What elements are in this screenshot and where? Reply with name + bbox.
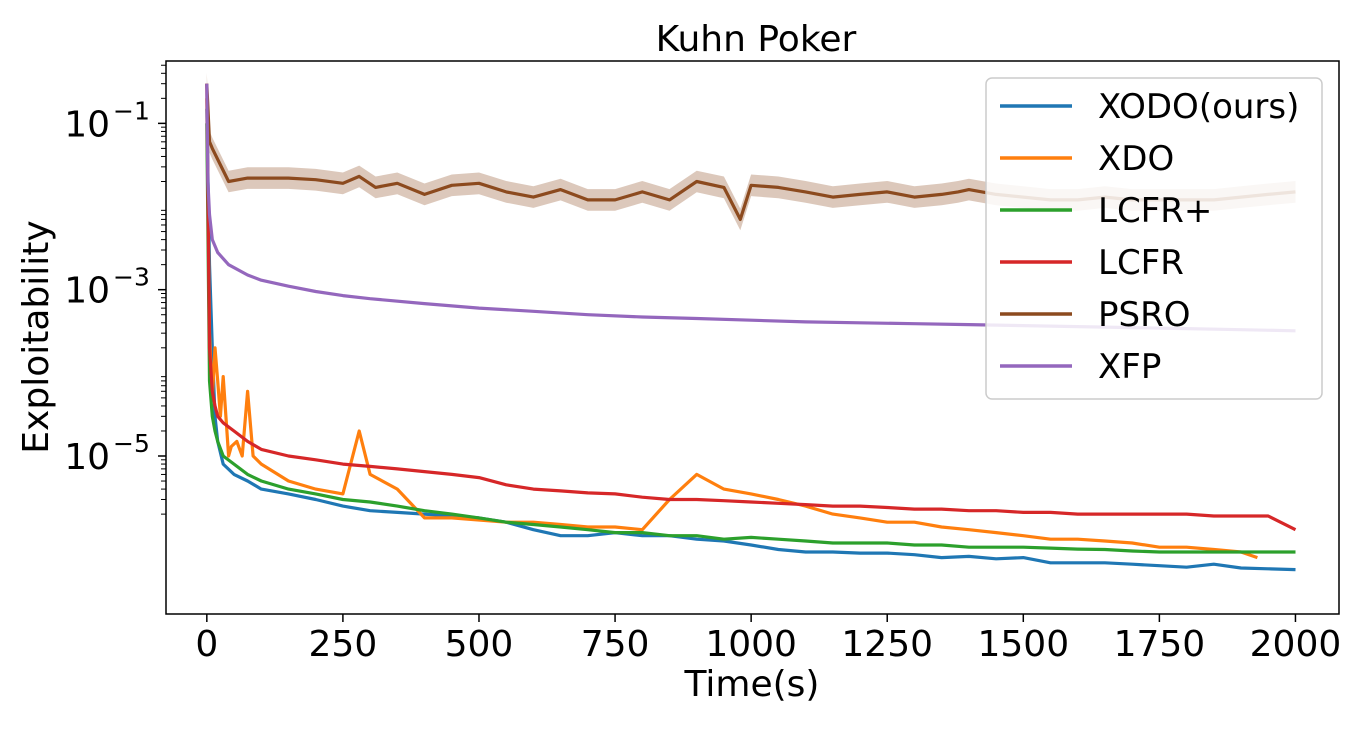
- series-line-lcfr: [205, 123, 1296, 554]
- x-axis: 0 250 500 750 1000 1250 1500 1750 2000: [195, 614, 1341, 665]
- legend-label-xfp: XFP: [1098, 347, 1161, 387]
- legend-label-xodo-ours: XODO(ours): [1098, 87, 1299, 127]
- x-tick-label: 1500: [977, 624, 1069, 665]
- y-tick-label-base: 10: [64, 104, 110, 145]
- legend-label-lcfr: LCFR+: [1098, 191, 1212, 231]
- x-tick-label: 1750: [1114, 624, 1206, 665]
- legend-label-xdo: XDO: [1098, 139, 1174, 179]
- x-tick-label: 2000: [1250, 624, 1342, 665]
- legend-label-lcfr: LCFR: [1098, 243, 1184, 283]
- series-line-lcfr: [205, 83, 1297, 532]
- x-tick-label: 750: [581, 624, 650, 665]
- legend-label-psro: PSRO: [1098, 295, 1190, 335]
- y-tick-label-exponent: −1: [113, 96, 150, 125]
- y-tick-label-exponent: −5: [113, 429, 150, 458]
- plot-frame: [165, 60, 1340, 615]
- chart-title: Kuhn Poker: [656, 19, 857, 60]
- x-tick-label: 0: [195, 624, 218, 665]
- x-tick-label: 500: [445, 624, 514, 665]
- y-axis: 10−110−310−5: [64, 64, 166, 515]
- y-axis-label: Exploitability: [16, 220, 57, 453]
- y-tick-label-base: 10: [64, 437, 110, 478]
- x-axis-label: Time(s): [684, 664, 820, 705]
- y-tick-label-exponent: −3: [113, 263, 150, 292]
- x-tick-label: 1000: [705, 624, 797, 665]
- series-line-xdo: [205, 98, 1258, 560]
- y-tick-label-base: 10: [64, 271, 110, 312]
- x-tick-label: 1250: [841, 624, 933, 665]
- legend: XODO(ours) XDO LCFR+ LCFR PSRO XFP: [985, 77, 1323, 400]
- x-tick-label: 250: [309, 624, 378, 665]
